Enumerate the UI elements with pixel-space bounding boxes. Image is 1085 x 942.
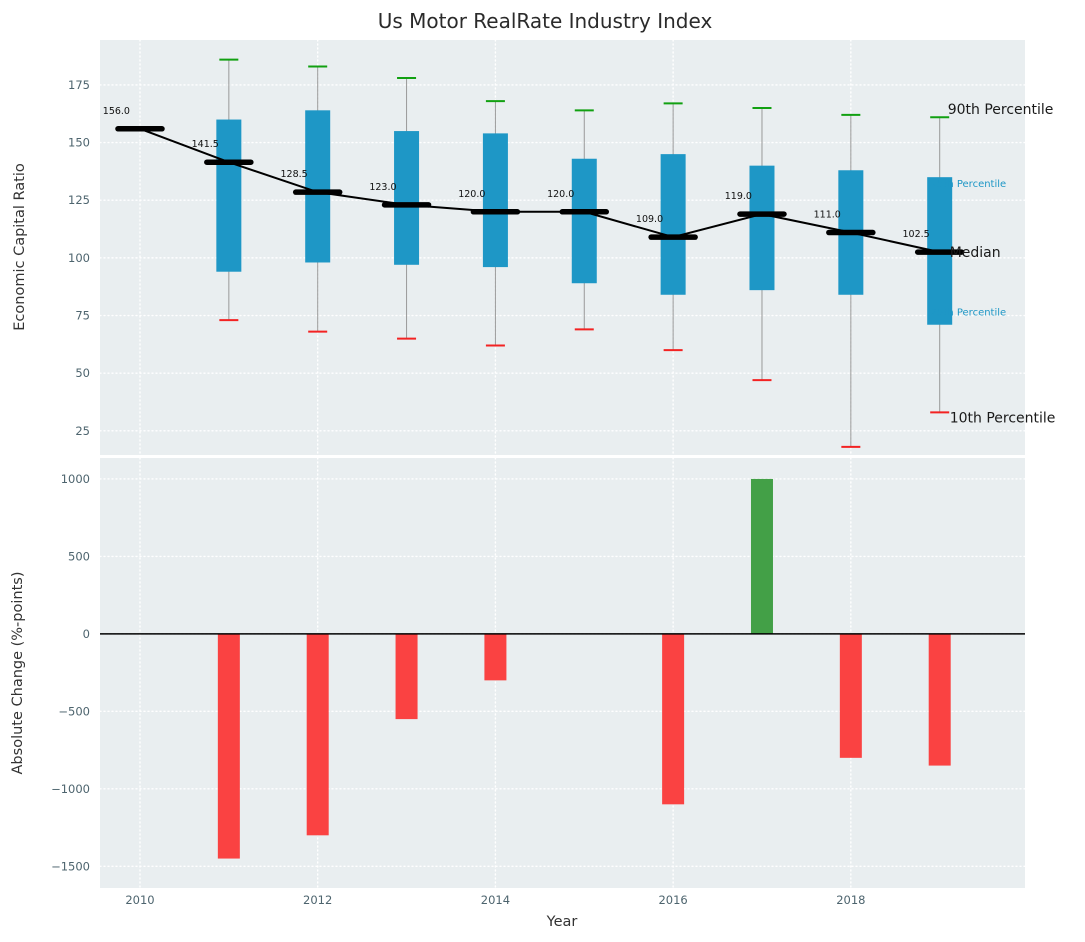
top-plot-area — [100, 40, 1025, 455]
data-layer: 156.0 141.5 128.5 123.0 120.0 120.0 109.0 119.0… — [100, 58, 1056, 859]
x-tick-label: 2018 — [836, 893, 865, 907]
annotation-p10: 10th Percentile — [950, 410, 1056, 426]
median-value-label: 102.5 — [902, 229, 929, 240]
x-tick-label: 2010 — [125, 893, 154, 907]
median-value-label: 120.0 — [547, 189, 574, 200]
y-tick-label: 125 — [68, 193, 90, 207]
change-bar — [662, 633, 685, 805]
median-value-label: 111.0 — [814, 210, 841, 221]
iqr-box — [660, 154, 686, 295]
chart-title: Us Motor RealRate Industry Index — [378, 9, 713, 33]
y-tick-label: 25 — [75, 424, 90, 438]
x-tick-label: 2016 — [658, 893, 687, 907]
median-value-label: 156.0 — [103, 106, 130, 117]
y-axis-label-bottom: Absolute Change (%-points) — [10, 572, 26, 775]
y-axis-label-top: Economic Capital Ratio — [12, 163, 28, 331]
change-bar — [750, 478, 773, 634]
bottom-plot-area — [100, 458, 1025, 888]
iqr-box — [571, 158, 597, 284]
iqr-box — [482, 133, 508, 268]
iqr-box — [749, 165, 775, 291]
median-value-label: 120.0 — [458, 189, 485, 200]
change-bar — [306, 633, 329, 836]
annotation-q25: 25th Percentile — [931, 308, 1007, 319]
median-value-label: 119.0 — [725, 191, 752, 202]
median-value-label: 109.0 — [636, 214, 663, 225]
y-tick-label: 175 — [68, 78, 90, 92]
y-tick-label: −1000 — [51, 782, 90, 796]
y-tick-label: 150 — [68, 136, 90, 150]
iqr-box — [305, 110, 331, 263]
x-axis-label: Year — [546, 914, 578, 930]
annotation-median: Median — [950, 245, 1001, 261]
median-value-label: 141.5 — [192, 139, 219, 150]
background-layer: 25 50 75 100 125 150 175 −1500 −1000 −500 0 500 1000… — [51, 39, 1026, 907]
median-line — [139, 127, 940, 254]
median-value-label: 128.5 — [280, 169, 307, 180]
change-bar — [484, 633, 507, 681]
iqr-box — [216, 119, 242, 272]
change-bar — [217, 633, 240, 859]
y-tick-label: 1000 — [61, 472, 90, 486]
change-bar — [928, 633, 951, 766]
change-bar — [839, 633, 862, 758]
x-tick-label: 2012 — [303, 893, 332, 907]
change-bar — [395, 633, 418, 720]
y-tick-label: 50 — [75, 366, 90, 380]
annotation-p90: 90th Percentile — [948, 102, 1054, 118]
y-tick-label: 75 — [75, 309, 90, 323]
iqr-box — [394, 131, 420, 265]
y-tick-label: 500 — [68, 549, 90, 563]
y-tick-label: −1500 — [51, 859, 90, 873]
median-value-label: 123.0 — [369, 182, 396, 193]
y-tick-label: 0 — [83, 627, 90, 641]
y-tick-label: 100 — [68, 251, 90, 265]
annotation-q75: 75th Percentile — [931, 179, 1007, 190]
y-tick-label: −500 — [58, 704, 90, 718]
x-tick-label: 2014 — [481, 893, 510, 907]
